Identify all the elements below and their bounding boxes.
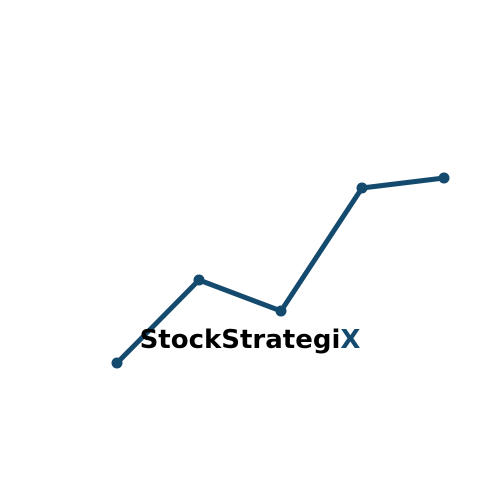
brand-wordmark: StockStrategiX xyxy=(0,320,500,360)
brand-name-main: StockStrategi xyxy=(139,325,341,355)
trend-point-3 xyxy=(275,305,287,317)
trend-point-5 xyxy=(438,172,450,184)
trend-point-1 xyxy=(111,357,123,369)
trend-point-4 xyxy=(356,182,368,194)
brand-name-accent: X xyxy=(340,325,361,355)
trend-point-2 xyxy=(193,274,205,286)
